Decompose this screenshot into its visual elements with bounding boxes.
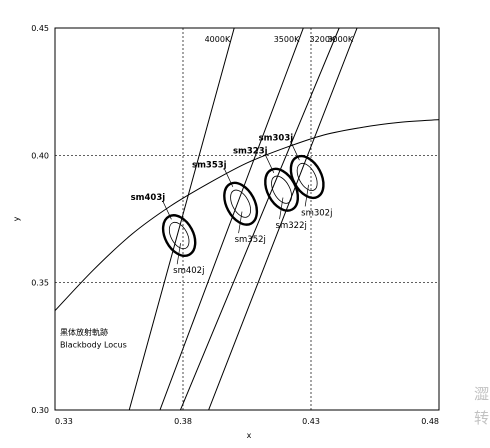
isotemperature-line xyxy=(179,28,340,410)
ellipse-inner-label: sm352j xyxy=(235,235,266,245)
isotemperature-line xyxy=(208,28,358,410)
isotemperature-label: 3200K xyxy=(310,35,336,44)
ellipse-inner-leader xyxy=(238,211,243,234)
macadam-ellipse-inner xyxy=(271,175,292,204)
y-tick-label: 0.40 xyxy=(31,151,49,160)
x-axis-title: x xyxy=(247,431,252,440)
ellipse-inner-leader xyxy=(304,184,309,207)
ellipse-inner-leader xyxy=(176,243,181,265)
macadam-ellipse-outer xyxy=(289,154,325,200)
macadam-ellipse-inner xyxy=(230,189,252,218)
isotemperature-label: 3500K xyxy=(274,35,300,44)
watermark-char-1: 澀 xyxy=(474,385,490,403)
isotemperature-line xyxy=(159,28,304,410)
x-tick-label: 0.48 xyxy=(421,417,439,426)
ellipse-outer-leader xyxy=(265,155,275,174)
axis-ticks: 0.33 0.38 0.43 0.48 0.30 0.35 0.40 0.45 xyxy=(31,24,439,426)
macadam-ellipse-outer xyxy=(161,214,197,257)
x-tick-label: 0.38 xyxy=(174,417,192,426)
plot-background xyxy=(55,28,439,410)
plot-labels: 黒体放射軌跡 Blackbody Locus 4000K 3500K 3200K3000… xyxy=(60,35,354,350)
y-tick-label: 0.35 xyxy=(31,279,49,288)
watermark-char-2: 转 xyxy=(474,409,490,427)
blackbody-locus-curve xyxy=(55,119,439,312)
ellipse-outer-leader xyxy=(224,169,234,188)
macadam-ellipse-inner xyxy=(168,221,190,250)
y-tick-label: 0.30 xyxy=(31,406,49,415)
y-tick-label: 0.45 xyxy=(31,24,49,33)
ellipse-outer-leader xyxy=(162,201,172,220)
watermark: 澀 转 xyxy=(474,382,490,430)
ellipse-outer-label: sm403j xyxy=(131,193,166,203)
ellipse-inner-leader xyxy=(279,197,284,220)
ellipse-outer-leader xyxy=(290,142,300,161)
isotemperature-label: 3000K xyxy=(327,35,353,44)
ellipse-outer-label: sm353j xyxy=(192,160,227,170)
x-tick-label: 0.33 xyxy=(55,417,73,426)
ellipse-inner-label: sm302j xyxy=(301,208,332,218)
grid-lines xyxy=(55,28,439,410)
plot-curves xyxy=(55,28,439,410)
plot-frame xyxy=(54,27,440,411)
macadam-ellipse-inner xyxy=(296,162,318,191)
x-tick-label: 0.43 xyxy=(302,417,320,426)
ellipse-inner-label: sm402j xyxy=(173,266,204,276)
y-axis-title: y xyxy=(12,216,21,221)
isotemperature-label: 4000K xyxy=(205,35,231,44)
blackbody-locus-label-en: Blackbody Locus xyxy=(60,341,127,350)
ellipse-outer-label: sm303j xyxy=(259,134,294,144)
blackbody-locus-label-ja: 黒体放射軌跡 xyxy=(60,327,108,337)
ellipse-inner-label: sm322j xyxy=(276,221,307,231)
ellipse-outer-label: sm323j xyxy=(233,146,268,156)
macadam-ellipse-outer xyxy=(223,181,259,226)
